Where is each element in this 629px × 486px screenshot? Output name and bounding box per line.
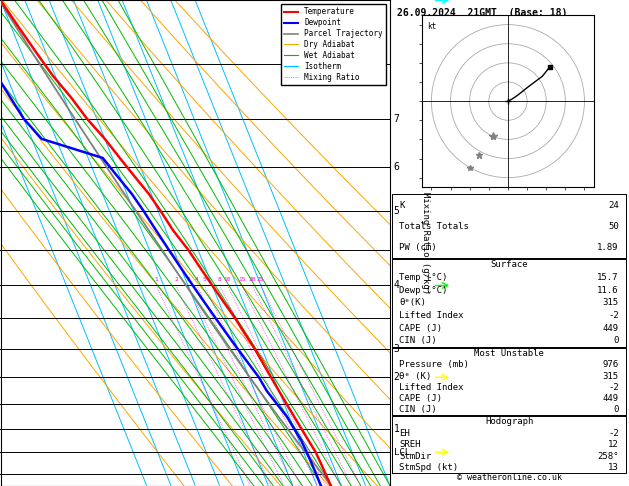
Text: Temp (°C): Temp (°C) (399, 273, 448, 282)
Text: θᵉ (K): θᵉ (K) (399, 372, 431, 381)
Text: 11.6: 11.6 (598, 286, 619, 295)
Text: PW (cm): PW (cm) (399, 243, 437, 252)
Text: 2: 2 (394, 372, 399, 382)
Text: Lifted Index: Lifted Index (399, 383, 464, 392)
Text: CAPE (J): CAPE (J) (399, 394, 442, 403)
Text: 25: 25 (257, 277, 264, 281)
Text: LCL: LCL (394, 448, 410, 457)
Text: 10: 10 (224, 277, 231, 281)
Text: θᵉ(K): θᵉ(K) (399, 298, 426, 308)
Text: CAPE (J): CAPE (J) (399, 324, 442, 333)
Text: 449: 449 (603, 394, 619, 403)
Text: 20: 20 (248, 277, 256, 281)
Text: 449: 449 (603, 324, 619, 333)
Text: 315: 315 (603, 298, 619, 308)
Text: 13: 13 (608, 463, 619, 472)
Text: StmSpd (kt): StmSpd (kt) (399, 463, 459, 472)
Text: SREH: SREH (399, 440, 421, 449)
Text: 5: 5 (203, 277, 206, 281)
Text: 0: 0 (613, 405, 619, 414)
Text: kt: kt (427, 22, 437, 31)
Text: Hodograph: Hodograph (485, 417, 533, 426)
Text: 15: 15 (238, 277, 245, 281)
Text: © weatheronline.co.uk: © weatheronline.co.uk (457, 472, 562, 482)
Text: 1.89: 1.89 (598, 243, 619, 252)
Text: 8: 8 (218, 277, 221, 281)
Text: 976: 976 (603, 361, 619, 369)
Text: CIN (J): CIN (J) (399, 336, 437, 346)
Text: 26.09.2024  21GMT  (Base: 18): 26.09.2024 21GMT (Base: 18) (397, 8, 567, 18)
Text: -2: -2 (608, 311, 619, 320)
Text: 258°: 258° (598, 451, 619, 461)
Text: Totals Totals: Totals Totals (399, 222, 469, 230)
Text: 315: 315 (603, 372, 619, 381)
Text: 4: 4 (394, 280, 399, 291)
Text: 0: 0 (613, 336, 619, 346)
Text: Mixing Ratio (g/kg): Mixing Ratio (g/kg) (421, 192, 430, 294)
Text: StmDir: StmDir (399, 451, 431, 461)
Text: Dewp (°C): Dewp (°C) (399, 286, 448, 295)
Text: 7: 7 (394, 114, 399, 124)
Text: -2: -2 (608, 383, 619, 392)
Text: 3: 3 (394, 344, 399, 354)
Text: K: K (399, 201, 405, 209)
Text: CIN (J): CIN (J) (399, 405, 437, 414)
Text: 1: 1 (394, 424, 399, 434)
Text: 50: 50 (608, 222, 619, 230)
Text: Pressure (mb): Pressure (mb) (399, 361, 469, 369)
Text: 24: 24 (608, 201, 619, 209)
Legend: Temperature, Dewpoint, Parcel Trajectory, Dry Adiabat, Wet Adiabat, Isotherm, Mi: Temperature, Dewpoint, Parcel Trajectory… (281, 4, 386, 85)
Text: 15.7: 15.7 (598, 273, 619, 282)
Text: Surface: Surface (490, 260, 528, 269)
Text: -2: -2 (608, 429, 619, 438)
Text: 12: 12 (608, 440, 619, 449)
Text: 1: 1 (154, 277, 158, 281)
Text: 3: 3 (186, 277, 190, 281)
Text: 6: 6 (394, 162, 399, 172)
Text: Most Unstable: Most Unstable (474, 349, 544, 358)
Text: Lifted Index: Lifted Index (399, 311, 464, 320)
Text: EH: EH (399, 429, 410, 438)
Text: 2: 2 (174, 277, 178, 281)
Text: 5: 5 (394, 206, 399, 215)
Text: 4: 4 (195, 277, 199, 281)
